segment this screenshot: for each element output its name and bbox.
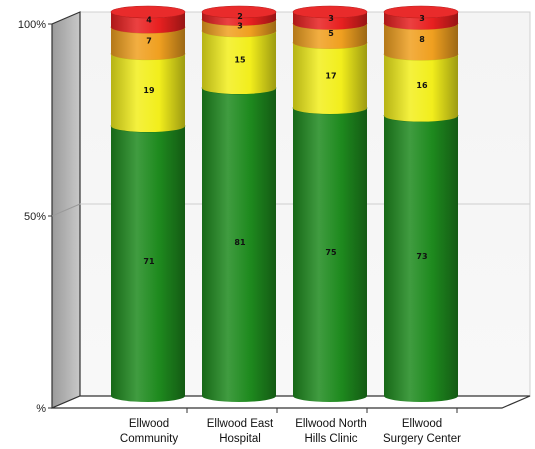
bar-segment-3-2 [384,23,458,61]
data-label-0-1: 19 [143,86,155,95]
bar-segment-0-0 [111,126,185,403]
category-label-2-0: Ellwood North [295,418,367,430]
category-label-0-1: Community [120,433,178,445]
bar-segment-3-0 [384,115,458,403]
bar-segment-2-2 [293,23,367,49]
data-label-3-3: 3 [419,14,425,23]
data-label-3-0: 73 [416,252,427,261]
bar-segment-3-3 [384,12,458,30]
bar-segment-1-2 [202,19,276,38]
side-gridline [51,203,81,217]
category-label-1-0: Ellwood East [207,418,274,430]
data-label-0-2: 7 [146,37,152,46]
bar-cap-0-3 [110,5,186,19]
y-tick-label: % [36,403,46,415]
data-label-1-2: 3 [237,21,243,30]
data-label-0-0: 71 [143,257,155,266]
bar-segment-2-1 [293,42,367,114]
bar-segment-0-2 [111,27,185,60]
bar-segment-1-1 [202,31,276,95]
data-label-1-3: 2 [237,12,243,21]
data-label-2-3: 3 [328,14,334,23]
data-label-1-0: 81 [234,238,246,247]
data-label-3-2: 8 [419,35,425,44]
bar-segment-2-3 [293,12,367,30]
category-label-3-0: Ellwood [402,418,442,430]
category-label-0-0: Ellwood [129,418,169,430]
category-label-3-1: Surgery Center [383,433,461,445]
bar-segment-0-1 [111,53,185,133]
data-label-1-1: 15 [234,56,246,65]
category-label-1-1: Hospital [219,433,261,445]
bar-segment-3-1 [384,54,458,122]
bar-cap-2-3 [292,5,368,19]
bar-segment-2-0 [293,108,367,402]
bar-segment-1-0 [202,88,276,402]
y-tick-label: 100% [18,19,46,31]
y-tick-label: 50% [24,211,46,223]
category-label-2-1: Hills Clinic [304,433,357,445]
data-label-2-1: 17 [325,71,336,80]
bar-cap-3-3 [383,5,459,19]
data-label-0-3: 4 [146,16,152,25]
bar-segment-1-3 [202,12,276,26]
data-label-3-1: 16 [416,81,428,90]
data-label-2-0: 75 [325,248,337,257]
bar-cap-1-3 [201,5,277,19]
data-label-2-2: 5 [328,29,334,38]
